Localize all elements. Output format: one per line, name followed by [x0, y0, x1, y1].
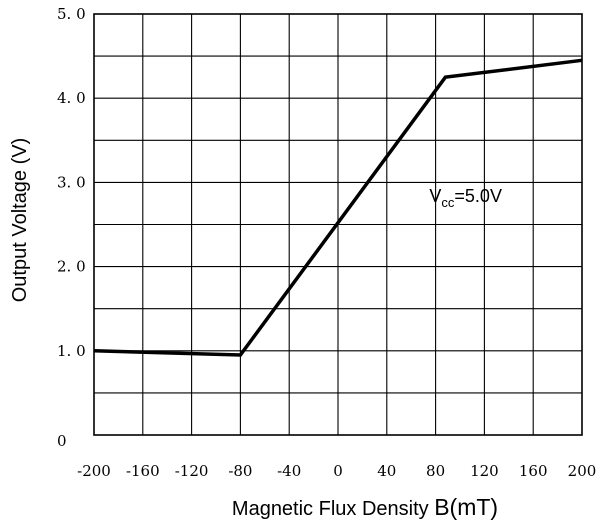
x-tick-label: -200 [77, 462, 111, 480]
y-tick-label: 3. 0 [57, 173, 86, 191]
x-tick-label: -80 [228, 462, 252, 480]
x-tick-label: 40 [377, 462, 396, 480]
x-tick-label: 0 [333, 462, 343, 480]
x-tick-label: -40 [277, 462, 301, 480]
y-tick-label: 5. 0 [57, 5, 86, 23]
vcc-annotation-sub: cc [441, 195, 455, 210]
vcc-annotation: Vcc=5.0V [429, 186, 502, 210]
y-tick-labels: 0 1. 0 2. 0 3. 0 4. 0 5. 0 [57, 5, 86, 450]
x-tick-label: -160 [126, 462, 160, 480]
y-tick-label: 0 [57, 432, 67, 450]
plot-frame [93, 13, 583, 436]
y-axis-title: Output Voltage (V) [9, 138, 31, 303]
vcc-annotation-rest: =5.0V [454, 186, 502, 206]
x-tick-label: 200 [568, 462, 597, 480]
x-tick-label: -120 [175, 462, 209, 480]
x-axis-title: Magnetic Flux Density B(mT) [232, 494, 498, 520]
vcc-annotation-base: V [429, 186, 441, 206]
y-tick-label: 2. 0 [57, 258, 86, 276]
y-tick-label: 1. 0 [57, 342, 86, 360]
x-tick-label: 160 [519, 462, 548, 480]
x-tick-label: 120 [470, 462, 499, 480]
x-tick-labels: -200 -160 -120 -80 -40 0 40 80 120 160 200 [77, 462, 596, 480]
y-tick-label: 4. 0 [57, 89, 86, 107]
series-line [93, 58, 583, 357]
x-axis-title-symbol: B(mT) [434, 494, 498, 520]
x-tick-label: 80 [426, 462, 445, 480]
x-axis-title-main: Magnetic Flux Density [232, 498, 434, 520]
